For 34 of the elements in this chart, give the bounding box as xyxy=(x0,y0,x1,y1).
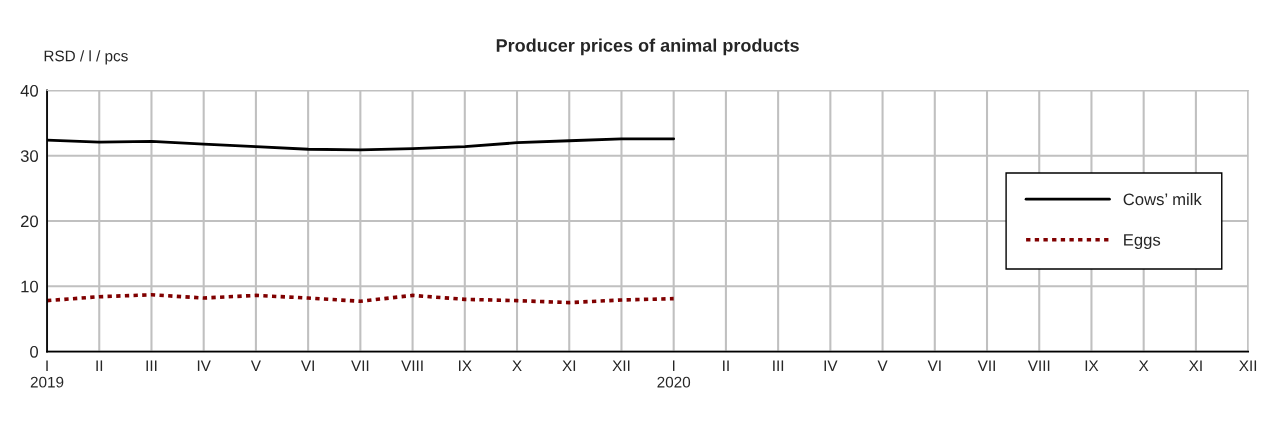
x-tick-label: VI xyxy=(300,360,314,371)
x-tick-label: XII xyxy=(1239,360,1257,371)
x-tick-label: II xyxy=(723,360,729,371)
x-tick-label: VII xyxy=(351,360,369,371)
y-axis-title: RSD / l / pcs xyxy=(44,50,128,65)
x-tick-label: VIII xyxy=(401,360,423,371)
x-tick-label: X xyxy=(512,360,522,371)
x-tick-label: V xyxy=(250,360,261,371)
x-tick-label: IX xyxy=(458,360,472,371)
x-tick-label: IV xyxy=(824,360,838,371)
y-tick-label: 10 xyxy=(21,280,39,293)
x-tick-label: XI xyxy=(1189,360,1202,371)
x-tick-label: I 2019 xyxy=(30,360,64,388)
x-tick-label: IV xyxy=(197,360,211,371)
y-tick-label: 0 xyxy=(30,345,39,358)
x-tick-label: I 2020 xyxy=(657,360,691,388)
x-tick-label: XI xyxy=(562,360,576,371)
x-tick-label: III xyxy=(146,360,157,371)
y-tick-label: 40 xyxy=(20,84,39,97)
x-tick-label: XII xyxy=(612,360,630,371)
x-tick-label: III xyxy=(773,360,784,371)
chart-title: Producer prices of animal products xyxy=(496,38,799,56)
x-tick-label: VII xyxy=(977,360,995,371)
legend-label: Eggs xyxy=(1124,234,1161,250)
x-tick-label: V xyxy=(877,360,888,371)
x-tick-label: VI xyxy=(927,360,941,371)
y-tick-label: 20 xyxy=(21,215,39,228)
legend-label: Cows’ milk xyxy=(1123,192,1202,206)
line-series xyxy=(47,292,676,305)
x-tick-label: X xyxy=(1138,360,1149,371)
x-tick-label: II xyxy=(96,360,103,371)
x-tick-label: IX xyxy=(1085,360,1099,371)
x-tick-label: VIII xyxy=(1027,360,1050,371)
y-tick-label: 30 xyxy=(20,150,39,162)
